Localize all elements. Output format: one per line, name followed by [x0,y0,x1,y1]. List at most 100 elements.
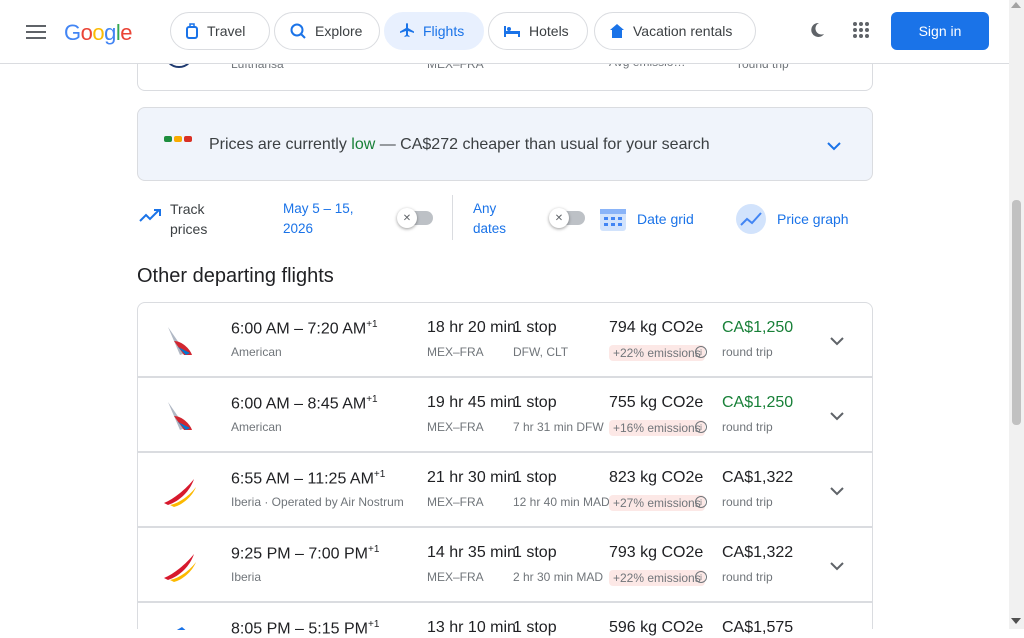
flight-route: MEX–FRA [427,345,484,359]
expand-flight-button[interactable] [818,472,856,510]
bed-icon [504,26,520,37]
flight-row[interactable]: 9:25 PM – 7:00 PM+1 Iberia 14 hr 35 min … [137,527,873,602]
scrollbar-thumb[interactable] [1012,200,1021,425]
divider [452,195,453,240]
stop-details: 2 hr 30 min MAD [513,570,604,584]
flight-duration: 13 hr 10 min [427,619,516,636]
expand-insight-button[interactable] [816,128,852,164]
flight-route: MEX–FRA [427,570,484,584]
section-title: Other departing flights [137,265,334,287]
emissions-badge: +22% emissions [609,570,705,586]
chevron-down-icon [830,486,844,495]
tab-vacation-rentals[interactable]: Vacation rentals [594,12,756,50]
stop-details: 12 hr 40 min MAD [513,495,610,509]
emissions-badge: +22% emissions [609,345,705,361]
expand-flight-button[interactable] [818,547,856,585]
trip-type: round trip [722,570,773,584]
travel-bag-icon [186,23,198,39]
price-level-low[interactable]: low [351,136,376,153]
co2-amount: 823 kg CO2e [609,469,704,486]
track-label-line2: prices [170,221,208,237]
flight-row[interactable]: 6:00 AM – 7:20 AM+1 American 18 hr 20 mi… [137,302,873,377]
toggle-x-icon: ✕ [549,208,569,228]
chevron-down-icon [830,561,844,570]
co2-amount: 596 kg CO2e [609,619,704,636]
track-dates-line2: 2026 [283,221,314,236]
tab-travel[interactable]: Travel [170,12,270,50]
track-dates-toggle[interactable]: ✕ [397,208,433,228]
scroll-down-arrow-icon[interactable] [1011,618,1021,624]
airplane-icon [400,23,414,37]
airline-name: American [231,420,282,434]
menu-icon [26,25,46,39]
scroll-up-arrow-icon[interactable] [1011,2,1021,8]
emissions-info-icon[interactable]: i [695,421,707,433]
flight-duration: 18 hr 20 min [427,319,516,336]
any-dates-link[interactable]: Any dates [473,199,506,239]
date-grid-button[interactable]: Date grid [599,199,694,239]
date-grid-label: Date grid [637,211,694,227]
flight-stops: 1 stop [513,319,557,336]
apps-grid-icon [853,22,869,38]
any-dates-toggle[interactable]: ✕ [549,208,585,228]
insight-prefix: Prices are currently [209,136,352,153]
tab-explore-label: Explore [315,23,363,39]
flight-times: 9:25 PM – 7:00 PM+1 [231,544,380,563]
stop-details: 7 hr 31 min DFW [513,420,604,434]
emissions-info-icon[interactable]: i [695,496,707,508]
main-menu-button[interactable] [14,10,58,54]
flight-price: CA$1,575 [722,619,794,636]
google-logo[interactable]: Google [64,20,133,45]
flight-row[interactable]: 6:00 AM – 8:45 AM+1 American 19 hr 45 mi… [137,377,873,452]
flight-stops: 1 stop [513,394,557,411]
trip-type: round trip [722,345,773,359]
tab-flights-label: Flights [423,23,465,39]
flight-price: CA$1,250 [722,319,794,336]
trip-type: round trip [722,420,773,434]
top-app-bar: Google Travel Explore Flights Hotels Vac… [0,0,1009,64]
american-airlines-logo-icon [160,398,200,434]
iberia-logo-icon [160,548,200,584]
flight-duration: 14 hr 35 min [427,544,516,561]
emissions-info-icon[interactable]: i [695,346,707,358]
google-apps-button[interactable] [843,12,879,48]
flight-route: MEX–FRA [427,495,484,509]
toggle-x-icon: ✕ [397,208,417,228]
track-dates-link[interactable]: May 5 – 15, 2026 [283,199,354,239]
expand-flight-button[interactable] [818,322,856,360]
insight-suffix: — CA$272 cheaper than usual for your sea… [375,136,710,153]
co2-amount: 793 kg CO2e [609,544,704,561]
co2-amount: 755 kg CO2e [609,394,704,411]
price-graph-button[interactable]: Price graph [735,199,849,239]
stop-details: DFW, CLT [513,345,569,359]
trending-icon [139,209,161,222]
american-airlines-logo-icon [160,323,200,359]
chevron-down-icon [827,141,841,150]
sign-in-button[interactable]: Sign in [891,12,989,50]
calendar-grid-icon [600,209,626,231]
dark-mode-button[interactable] [799,12,835,48]
emissions-info-icon[interactable]: i [695,571,707,583]
price-insight-text: Prices are currently low — CA$272 cheape… [209,136,710,154]
any-dates-line2: dates [473,221,507,236]
track-label-line1: Track [170,201,205,217]
tab-travel-label: Travel [207,23,246,39]
flight-price: CA$1,322 [722,469,794,486]
airline-name: Iberia · Operated by Air Nostrum [231,495,404,509]
iberia-logo-icon [160,473,200,509]
flight-stops: 1 stop [513,544,557,561]
flight-route: MEX–FRA [427,420,484,434]
flight-row[interactable]: 8:05 PM – 5:15 PM+1 13 hr 10 min 1 stop … [137,602,873,637]
house-icon [610,24,624,38]
flight-price: CA$1,322 [722,544,794,561]
flight-price: CA$1,250 [722,394,794,411]
expand-flight-button[interactable] [818,397,856,435]
price-graph-icon [736,204,766,234]
tab-hotels-label: Hotels [529,23,569,39]
flight-row[interactable]: 6:55 AM – 11:25 AM+1 Iberia · Operated b… [137,452,873,527]
flight-times: 6:55 AM – 11:25 AM+1 [231,469,386,488]
tab-explore[interactable]: Explore [274,12,380,50]
tab-hotels[interactable]: Hotels [488,12,588,50]
tab-flights[interactable]: Flights [384,12,484,50]
any-dates-line1: Any [473,201,497,216]
